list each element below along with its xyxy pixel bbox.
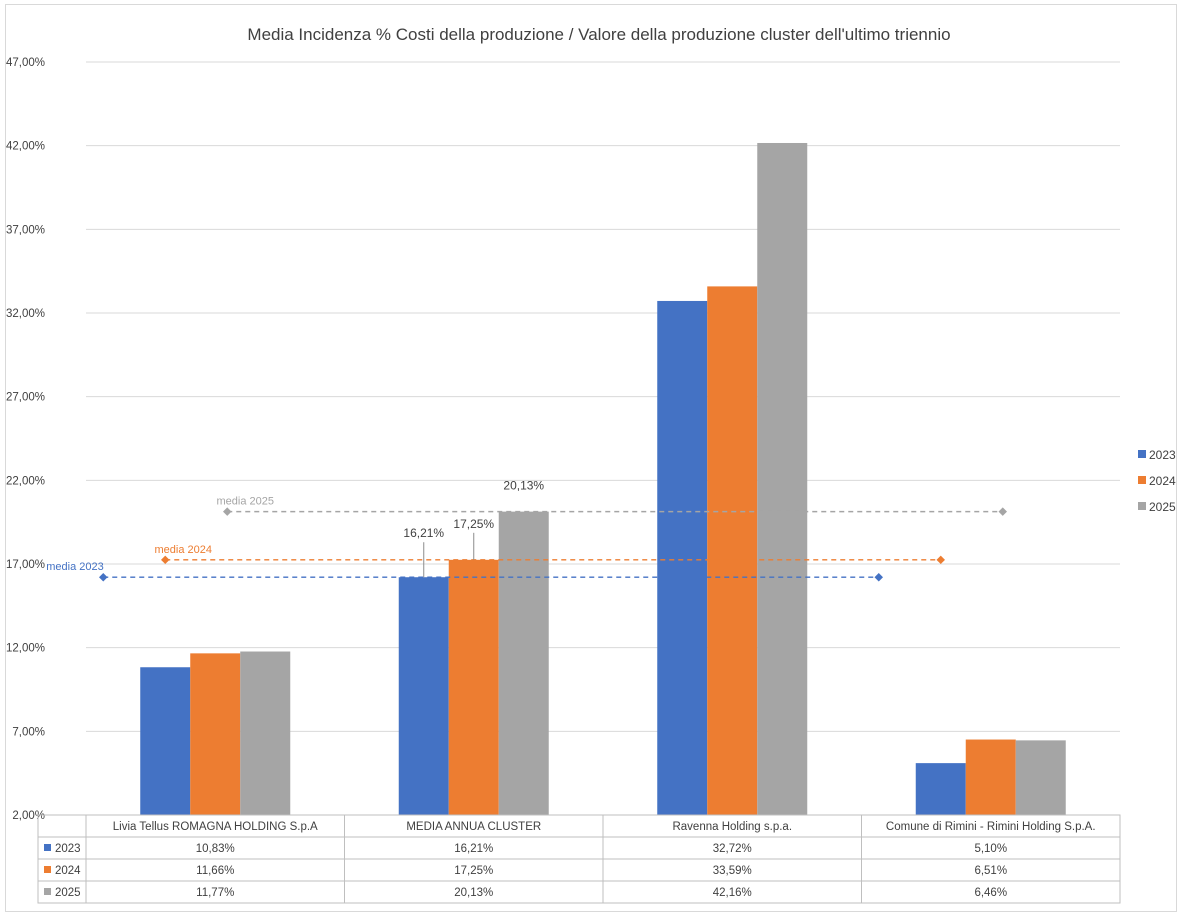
y-tick-label: 42,00% — [6, 141, 45, 153]
legend-label: 2024 — [1149, 474, 1176, 488]
bar-2025-1 — [498, 511, 549, 815]
data-table-series-name: 2025 — [55, 887, 81, 899]
data-table-cell: 6,51% — [974, 865, 1007, 877]
y-tick-label: 47,00% — [6, 57, 45, 69]
data-table-key — [44, 888, 51, 895]
y-axis-tick-labels: 2,00% 7,00% 12,00% 17,00% 22,00% 27,00% 32,00%… — [6, 57, 45, 822]
bar-2024-0 — [190, 653, 241, 815]
legend: 2023 2024 2025 — [1138, 448, 1176, 514]
data-table: Livia Tellus ROMAGNA HOLDING S.p.A MEDIA … — [37, 814, 1121, 904]
bar-2023-2 — [657, 300, 708, 815]
data-table-cell: 10,83% — [196, 843, 235, 855]
data-table-key — [44, 866, 51, 873]
data-table-series-name: 2024 — [55, 865, 81, 877]
data-table-cell: 32,72% — [713, 843, 752, 855]
data-label: 16,21% — [403, 526, 444, 540]
average-line-label: media 2025 — [217, 496, 275, 508]
y-tick-label: 7,00% — [12, 726, 45, 738]
bar-2023-0 — [140, 667, 191, 815]
y-tick-label: 32,00% — [6, 308, 45, 320]
legend-swatch — [1138, 502, 1146, 510]
category-label: MEDIA ANNUA CLUSTER — [406, 821, 541, 833]
average-marker — [874, 572, 883, 582]
category-label: Livia Tellus ROMAGNA HOLDING S.p.A — [113, 821, 318, 833]
category-label: Ravenna Holding s.p.a. — [672, 821, 792, 833]
legend-label: 2025 — [1149, 500, 1176, 514]
average-marker — [99, 572, 108, 582]
average-marker — [936, 555, 945, 565]
data-table-cell: 20,13% — [454, 887, 493, 899]
average-line-label: media 2023 — [46, 561, 104, 573]
average-marker — [998, 507, 1007, 516]
bar-2023-3 — [915, 763, 966, 815]
legend-swatch — [1138, 476, 1146, 484]
category-label: Comune di Rimini - Rimini Holding S.p.A. — [886, 821, 1096, 833]
bar-2024-3 — [965, 739, 1016, 815]
y-tick-label: 27,00% — [6, 392, 45, 404]
data-label: 20,13% — [503, 479, 544, 493]
legend-label: 2023 — [1149, 448, 1176, 462]
bar-2025-2 — [757, 142, 808, 816]
y-tick-label: 22,00% — [6, 475, 45, 487]
data-table-key — [44, 844, 51, 851]
data-table-cell: 5,10% — [974, 843, 1007, 855]
chart-title: Media Incidenza % Costi della produzione… — [247, 25, 950, 44]
average-line-label: media 2024 — [155, 544, 213, 556]
average-lines: media 2023 media 2024 media 2025 — [46, 496, 1007, 582]
y-tick-label: 37,00% — [6, 224, 45, 236]
data-label: 17,25% — [453, 517, 494, 531]
bar-2025-0 — [240, 651, 291, 815]
data-table-cell: 17,25% — [454, 865, 493, 877]
data-table-cell: 42,16% — [713, 887, 752, 899]
data-labels: 16,21% 17,25% 20,13% — [403, 479, 544, 578]
bar-2024-2 — [707, 286, 758, 815]
bar-2025-3 — [1015, 740, 1066, 815]
data-table-cell: 33,59% — [713, 865, 752, 877]
bar-2023-1 — [398, 577, 449, 815]
bars — [140, 142, 1066, 816]
data-table-cell: 11,77% — [196, 887, 234, 899]
data-table-cell: 6,46% — [974, 887, 1007, 899]
data-table-cell: 16,21% — [454, 843, 493, 855]
y-tick-label: 17,00% — [6, 559, 45, 571]
data-table-series-name: 2023 — [55, 843, 81, 855]
y-tick-label: 12,00% — [6, 643, 45, 655]
average-marker — [223, 507, 232, 516]
data-table-cell: 11,66% — [196, 865, 234, 877]
legend-swatch — [1138, 450, 1146, 458]
average-marker — [161, 555, 170, 565]
bar-2024-1 — [448, 559, 499, 815]
y-tick-label: 2,00% — [12, 810, 45, 822]
